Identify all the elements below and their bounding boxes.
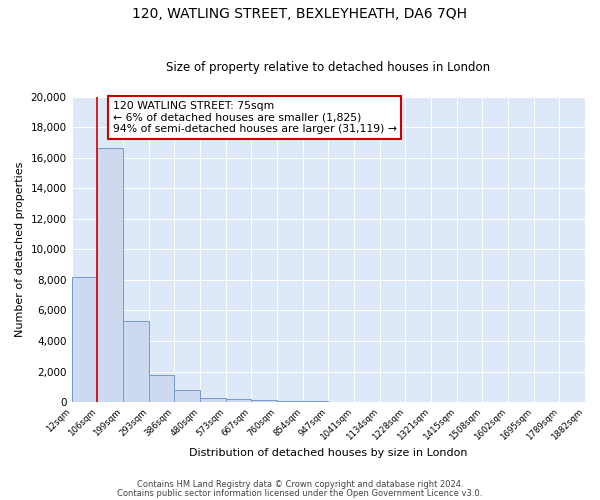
Bar	[226, 399, 251, 402]
Text: 120, WATLING STREET, BEXLEYHEATH, DA6 7QH: 120, WATLING STREET, BEXLEYHEATH, DA6 7Q…	[133, 8, 467, 22]
Text: 120 WATLING STREET: 75sqm
← 6% of detached houses are smaller (1,825)
94% of sem: 120 WATLING STREET: 75sqm ← 6% of detach…	[113, 101, 397, 134]
Bar	[123, 321, 149, 402]
Title: Size of property relative to detached houses in London: Size of property relative to detached ho…	[166, 62, 490, 74]
Text: Contains HM Land Registry data © Crown copyright and database right 2024.: Contains HM Land Registry data © Crown c…	[137, 480, 463, 489]
X-axis label: Distribution of detached houses by size in London: Distribution of detached houses by size …	[189, 448, 467, 458]
Bar	[71, 277, 97, 402]
Bar	[200, 398, 226, 402]
Bar	[97, 148, 123, 402]
Y-axis label: Number of detached properties: Number of detached properties	[15, 162, 25, 337]
Text: Contains public sector information licensed under the Open Government Licence v3: Contains public sector information licen…	[118, 489, 482, 498]
Bar	[149, 376, 174, 402]
Bar	[251, 400, 277, 402]
Bar	[277, 401, 302, 402]
Bar	[174, 390, 200, 402]
